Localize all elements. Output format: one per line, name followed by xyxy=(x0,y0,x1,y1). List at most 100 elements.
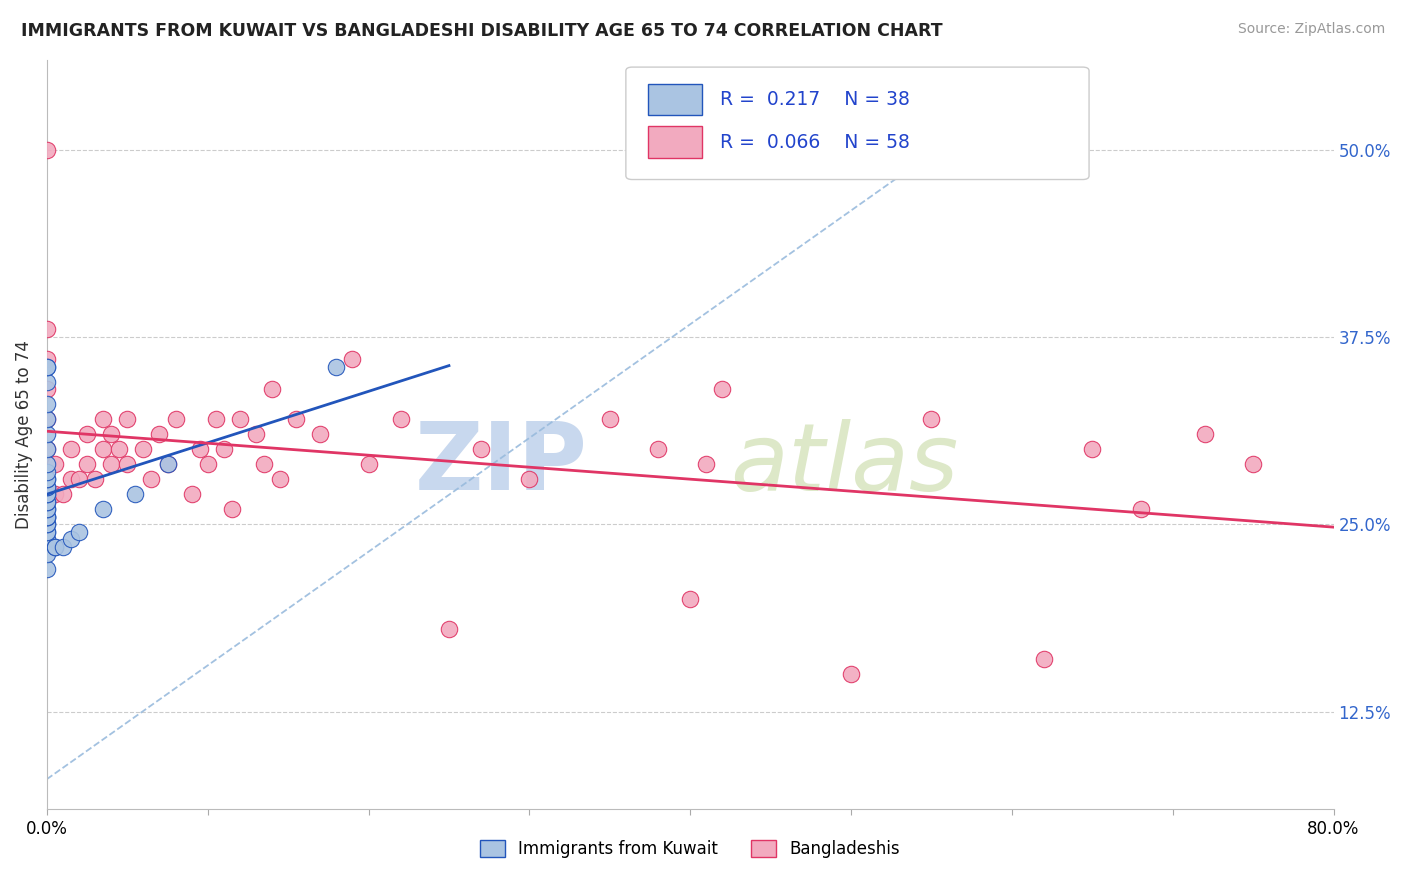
Point xyxy=(839,667,862,681)
Point xyxy=(91,502,114,516)
Point xyxy=(1033,652,1056,666)
Point xyxy=(1241,458,1264,472)
Point xyxy=(165,412,187,426)
Point xyxy=(285,412,308,426)
Point xyxy=(35,524,58,539)
Point xyxy=(35,322,58,336)
Point xyxy=(108,442,131,457)
Point xyxy=(35,495,58,509)
Point xyxy=(91,412,114,426)
Point xyxy=(212,442,235,457)
Point xyxy=(204,412,226,426)
Point xyxy=(357,458,380,472)
Point xyxy=(35,472,58,486)
Point xyxy=(35,143,58,157)
Point xyxy=(156,458,179,472)
Point xyxy=(60,533,83,547)
Point xyxy=(35,517,58,532)
Point xyxy=(35,517,58,532)
Point xyxy=(325,359,347,374)
Text: R =  0.217    N = 38: R = 0.217 N = 38 xyxy=(720,90,910,109)
Point xyxy=(35,383,58,397)
Point xyxy=(35,509,58,524)
Point xyxy=(342,352,364,367)
Y-axis label: Disability Age 65 to 74: Disability Age 65 to 74 xyxy=(15,340,32,529)
Point xyxy=(221,502,243,516)
Point xyxy=(269,472,291,486)
Point xyxy=(599,412,621,426)
Point xyxy=(35,352,58,367)
Point xyxy=(35,487,58,501)
Text: Source: ZipAtlas.com: Source: ZipAtlas.com xyxy=(1237,22,1385,37)
Point xyxy=(1129,502,1152,516)
Point xyxy=(35,480,58,494)
Point xyxy=(156,458,179,472)
Point xyxy=(229,412,252,426)
Point xyxy=(35,412,58,426)
Point xyxy=(1081,442,1104,457)
Point xyxy=(35,533,58,547)
Text: R =  0.066    N = 58: R = 0.066 N = 58 xyxy=(720,133,910,152)
Point xyxy=(695,458,717,472)
Point xyxy=(309,427,332,442)
Point xyxy=(260,383,283,397)
Point xyxy=(44,487,66,501)
Text: ZIP: ZIP xyxy=(415,418,588,510)
Point xyxy=(35,465,58,479)
Point xyxy=(253,458,276,472)
Point xyxy=(35,359,58,374)
FancyBboxPatch shape xyxy=(648,127,702,158)
Point xyxy=(35,397,58,411)
Text: IMMIGRANTS FROM KUWAIT VS BANGLADESHI DISABILITY AGE 65 TO 74 CORRELATION CHART: IMMIGRANTS FROM KUWAIT VS BANGLADESHI DI… xyxy=(21,22,942,40)
Point xyxy=(124,487,146,501)
Point xyxy=(84,472,107,486)
Point xyxy=(711,383,734,397)
Point xyxy=(52,540,75,554)
Point xyxy=(117,412,139,426)
Point xyxy=(141,472,163,486)
Point xyxy=(76,458,98,472)
Point xyxy=(35,442,58,457)
Point xyxy=(132,442,155,457)
Point xyxy=(35,562,58,576)
Point xyxy=(60,472,83,486)
Point xyxy=(35,502,58,516)
Point xyxy=(60,442,83,457)
Point xyxy=(35,502,58,516)
Point xyxy=(91,442,114,457)
Point xyxy=(470,442,492,457)
Point xyxy=(35,375,58,389)
Point xyxy=(35,427,58,442)
Point xyxy=(52,487,75,501)
Point xyxy=(647,442,669,457)
Point xyxy=(437,622,460,636)
Point xyxy=(35,509,58,524)
Point xyxy=(35,524,58,539)
Point xyxy=(35,480,58,494)
Point xyxy=(180,487,202,501)
Point xyxy=(35,472,58,486)
Point xyxy=(76,427,98,442)
Point xyxy=(100,427,122,442)
Point xyxy=(389,412,412,426)
Point xyxy=(44,540,66,554)
Text: atlas: atlas xyxy=(731,419,959,510)
Point xyxy=(35,509,58,524)
Point xyxy=(197,458,219,472)
Point xyxy=(35,487,58,501)
Point xyxy=(35,547,58,561)
Point xyxy=(35,495,58,509)
Point xyxy=(44,458,66,472)
Legend: Immigrants from Kuwait, Bangladeshis: Immigrants from Kuwait, Bangladeshis xyxy=(474,833,907,864)
Point xyxy=(188,442,211,457)
Point xyxy=(67,524,90,539)
Point xyxy=(679,592,702,607)
Point xyxy=(920,412,942,426)
Point xyxy=(35,359,58,374)
Point xyxy=(35,412,58,426)
Point xyxy=(44,540,66,554)
Point xyxy=(245,427,267,442)
Point xyxy=(148,427,170,442)
Point xyxy=(35,442,58,457)
Point xyxy=(100,458,122,472)
